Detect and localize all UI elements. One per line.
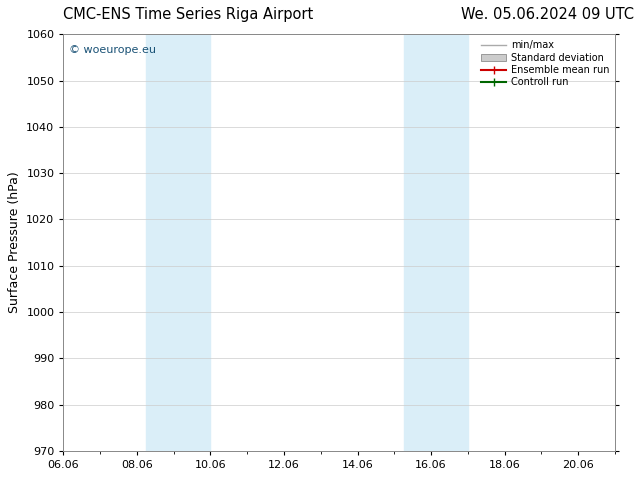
Bar (146, 34, 210, 451)
Text: © woeurope.eu: © woeurope.eu (69, 45, 156, 55)
Text: We. 05.06.2024 09 UTC: We. 05.06.2024 09 UTC (460, 7, 633, 22)
Legend: min/max, Standard deviation, Ensemble mean run, Controll run: min/max, Standard deviation, Ensemble me… (481, 39, 610, 88)
Y-axis label: Surface Pressure (hPa): Surface Pressure (hPa) (8, 172, 21, 314)
Text: CMC-ENS Time Series Riga Airport: CMC-ENS Time Series Riga Airport (63, 7, 314, 22)
Bar (404, 34, 468, 451)
